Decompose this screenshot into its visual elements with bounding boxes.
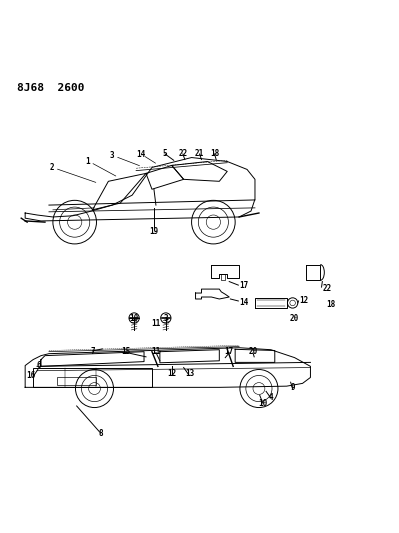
Text: 21: 21 bbox=[195, 149, 204, 158]
Text: 9: 9 bbox=[290, 383, 295, 392]
Text: 22: 22 bbox=[178, 149, 188, 158]
Text: 12: 12 bbox=[299, 296, 308, 305]
Text: 1: 1 bbox=[85, 157, 90, 166]
Text: 7: 7 bbox=[90, 347, 95, 356]
Text: 11: 11 bbox=[151, 319, 160, 328]
Text: 14: 14 bbox=[136, 150, 146, 159]
Text: 17: 17 bbox=[239, 280, 248, 289]
Text: 3: 3 bbox=[164, 314, 168, 323]
Text: 15: 15 bbox=[122, 347, 131, 356]
Text: 12: 12 bbox=[167, 369, 176, 378]
Text: 3: 3 bbox=[110, 151, 115, 160]
Text: 11: 11 bbox=[151, 347, 160, 356]
Text: 14: 14 bbox=[239, 297, 248, 306]
Text: 17: 17 bbox=[225, 347, 234, 356]
Text: 8: 8 bbox=[98, 429, 103, 438]
Text: 5: 5 bbox=[163, 149, 167, 158]
Text: 20: 20 bbox=[290, 314, 299, 324]
Text: 10: 10 bbox=[258, 399, 267, 408]
Text: 18: 18 bbox=[326, 300, 336, 309]
Bar bbox=[33, 368, 152, 387]
Bar bbox=[57, 377, 97, 385]
Text: 16: 16 bbox=[26, 371, 36, 380]
Text: 10: 10 bbox=[130, 314, 139, 323]
Text: 13: 13 bbox=[185, 369, 194, 378]
Text: 19: 19 bbox=[149, 227, 158, 236]
Text: 2: 2 bbox=[49, 163, 54, 172]
Text: 4: 4 bbox=[269, 393, 273, 402]
Text: 6: 6 bbox=[37, 361, 41, 370]
Text: 22: 22 bbox=[322, 284, 332, 293]
Text: 8J68  2600: 8J68 2600 bbox=[17, 83, 85, 93]
Text: 18: 18 bbox=[210, 149, 219, 158]
Text: 20: 20 bbox=[248, 347, 258, 356]
